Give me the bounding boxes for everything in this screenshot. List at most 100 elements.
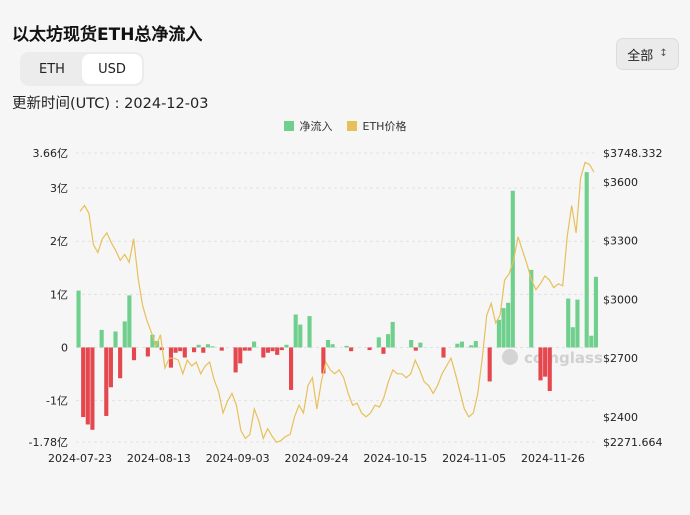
netflow-bar: [459, 341, 465, 348]
netflow-bar: [265, 347, 271, 353]
chart-legend: 净流入 ETH价格: [0, 118, 690, 134]
netflow-bar: [150, 334, 155, 348]
legend-label-netflow: 净流入: [299, 120, 333, 133]
y-left-tick-label: 3亿: [50, 182, 68, 195]
legend-label-price: ETH价格: [362, 120, 407, 133]
legend-item-price[interactable]: ETH价格: [346, 118, 407, 134]
netflow-bar: [330, 344, 335, 348]
netflow-bar: [293, 314, 298, 348]
y-right-tick-label: $3300: [603, 235, 638, 248]
netflow-bar: [168, 347, 174, 368]
netflow-bar: [589, 335, 594, 348]
netflow-bar: [487, 347, 492, 382]
netflow-bar: [118, 347, 123, 379]
netflow-bar: [252, 341, 257, 348]
netflow-bar: [178, 347, 183, 352]
toggle-eth-button[interactable]: ETH: [22, 54, 82, 84]
netflow-bar: [381, 347, 386, 354]
netflow-bar: [584, 172, 589, 348]
x-tick-label: 2024-07-23: [48, 452, 112, 465]
y-left-tick-label: 1亿: [50, 288, 68, 301]
netflow-bar: [113, 331, 118, 348]
y-left-tick-label: 2亿: [50, 235, 68, 248]
page-title: 以太坊现货ETH总净流入: [12, 25, 203, 45]
netflow-bar: [191, 347, 197, 353]
netflow-bar: [131, 347, 137, 361]
y-right-tick-label: $2700: [603, 352, 638, 365]
range-select[interactable]: 全部 ↕: [616, 38, 679, 70]
netflow-bar: [506, 302, 511, 348]
netflow-bar: [242, 347, 247, 351]
y-left-tick-label: 3.66亿: [33, 147, 69, 160]
netflow-bar: [349, 347, 354, 352]
netflow-bar: [275, 347, 280, 355]
netflow-bar: [85, 347, 90, 425]
netflow-bar: [593, 276, 598, 348]
netflow-bar: [469, 345, 474, 348]
netflow-bar: [201, 347, 206, 353]
toggle-usd-button[interactable]: USD: [82, 54, 142, 84]
eth-price-line: [79, 161, 595, 444]
y-right-tick-label: $3600: [603, 176, 638, 189]
netflow-bar: [344, 345, 349, 348]
y-right-tick-label: $3000: [603, 293, 638, 306]
y-right-tick-label: $3748.332: [603, 147, 663, 160]
y-right-tick-label: $2400: [603, 411, 638, 424]
netflow-bar: [104, 347, 109, 416]
netflow-bar: [570, 327, 575, 348]
legend-swatch-netflow: [283, 121, 294, 131]
netflow-bar: [81, 347, 86, 418]
legend-item-netflow[interactable]: 净流入: [283, 118, 333, 134]
netflow-bar: [182, 347, 187, 358]
netflow-bar: [279, 347, 284, 351]
netflow-bar: [325, 340, 331, 348]
netflow-bar: [247, 347, 252, 351]
x-tick-label: 2024-09-24: [285, 452, 349, 465]
netflow-bar: [219, 347, 224, 351]
netflow-bar: [547, 347, 552, 391]
netflow-bar: [99, 329, 104, 348]
netflow-bar: [159, 347, 164, 351]
netflow-bar: [496, 319, 501, 348]
range-select-value: 全部: [627, 48, 654, 64]
netflow-bar: [289, 347, 294, 390]
netflow-bar: [390, 321, 395, 348]
chevron-updown-icon: ↕: [659, 48, 668, 59]
netflow-bar: [566, 298, 571, 348]
netflow-bar: [298, 324, 303, 348]
x-tick-label: 2024-08-13: [127, 452, 191, 465]
x-tick-label: 2024-10-15: [363, 452, 427, 465]
netflow-bar: [108, 347, 113, 388]
netflow-bar: [376, 337, 381, 348]
x-tick-label: 2024-11-05: [442, 452, 506, 465]
netflow-bar: [270, 347, 275, 352]
netflow-bar: [238, 347, 243, 364]
netflow-bar: [510, 190, 515, 348]
netflow-bar: [473, 341, 478, 348]
netflow-bar: [284, 344, 289, 348]
netflow-bar: [321, 347, 326, 374]
netflow-bar: [261, 347, 266, 358]
watermark-text: coinglass: [524, 349, 603, 367]
netflow-bar: [538, 347, 543, 381]
netflow-bar: [367, 347, 372, 351]
netflow-bar: [76, 290, 81, 348]
netflow-bar: [90, 347, 95, 430]
netflow-bar: [409, 340, 414, 348]
x-tick-label: 2024-09-03: [206, 452, 270, 465]
netflow-bar: [145, 347, 150, 357]
netflow-bar: [233, 347, 238, 373]
netflow-bar: [210, 346, 215, 348]
updated-timestamp: 更新时间(UTC) : 2024-12-03: [12, 96, 209, 112]
netflow-bar: [413, 347, 418, 351]
netflow-bar: [575, 299, 580, 348]
x-tick-label: 2024-11-26: [521, 452, 585, 465]
netflow-bar: [418, 342, 423, 348]
y-right-tick-label: $2271.664: [603, 436, 663, 449]
currency-toggle: ETH USD: [20, 52, 144, 86]
netflow-bar: [127, 295, 132, 348]
y-left-tick-label: 0: [61, 341, 68, 354]
watermark: coinglass: [502, 349, 603, 367]
netflow-bar: [307, 316, 312, 348]
